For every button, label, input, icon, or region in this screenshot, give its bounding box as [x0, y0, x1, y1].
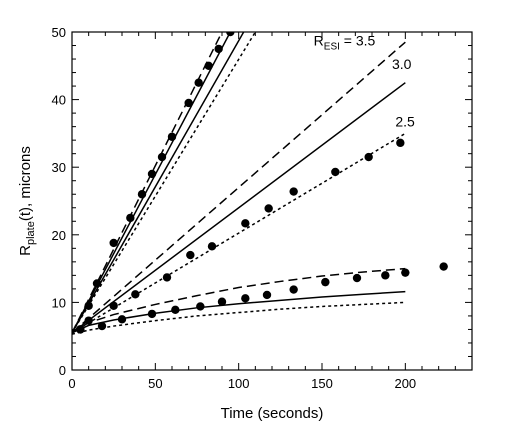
annotation-resi-2-5: 2.5 [395, 114, 415, 130]
data-point-middle-10 [331, 167, 340, 177]
curve-lower-dotted-12 [72, 301, 406, 335]
data-point-lower-13 [401, 268, 410, 277]
x-tick-label: 150 [311, 376, 333, 391]
data-points [76, 32, 448, 334]
x-tick-label: 0 [68, 376, 75, 391]
annotation-resi-main: R [314, 33, 324, 49]
data-point-upper-5 [137, 190, 147, 199]
axis-tick-labels: 0 50 100 150 200 0 10 20 30 40 50 [52, 25, 417, 391]
axis-ticks [71, 31, 473, 371]
annotation-resi-3-0: 3.0 [392, 56, 412, 72]
data-point-middle-8 [264, 204, 273, 213]
data-point-middle-11 [364, 152, 373, 162]
data-point-lower-3 [147, 309, 157, 319]
data-point-lower-4 [171, 305, 180, 315]
annotation-resi-tail: = 3.5 [340, 33, 376, 49]
data-point-upper-3 [109, 238, 118, 248]
data-point-middle-2 [109, 301, 118, 310]
y-axis-label-main: R [17, 245, 34, 256]
curve-upper-solid-4 [72, 32, 231, 334]
data-point-upper-9 [184, 98, 193, 108]
data-point-upper-8 [167, 132, 177, 141]
data-point-lower-11 [352, 273, 362, 283]
curve-upper-dashed-3 [72, 32, 223, 334]
x-tick-label: 50 [148, 376, 162, 391]
data-point-lower-1 [97, 321, 107, 331]
curve-middle-solid-8 [72, 82, 406, 334]
data-point-middle-7 [241, 219, 250, 228]
data-point-middle-5 [186, 250, 195, 260]
data-point-lower-10 [321, 277, 330, 287]
curve-middle-dashed-7 [72, 41, 406, 334]
annotation-resi-3-5: RESI = 3.5 [314, 33, 376, 53]
data-point-upper-13 [226, 32, 235, 37]
data-point-lower-9 [289, 285, 298, 294]
data-point-lower-7 [241, 294, 250, 303]
data-point-upper-1 [84, 301, 93, 310]
data-point-upper-2 [92, 279, 102, 288]
x-axis-label: Time (seconds) [221, 405, 324, 422]
data-point-middle-12 [396, 138, 405, 148]
y-tick-label: 30 [52, 160, 66, 175]
data-point-middle-9 [289, 187, 298, 196]
data-point-middle-4 [162, 273, 172, 282]
data-point-lower-5 [196, 302, 205, 311]
data-point-upper-6 [147, 169, 157, 179]
data-point-upper-7 [157, 152, 167, 162]
curve-upper-dotted-6 [72, 32, 256, 334]
y-axis-label-sub: plate [25, 221, 37, 245]
x-tick-label: 100 [228, 376, 250, 391]
y-axis-label-tail: (t), microns [17, 146, 34, 221]
data-point-lower-6 [217, 297, 227, 306]
data-point-upper-12 [214, 44, 223, 54]
plot-frame [71, 31, 473, 371]
data-point-lower-8 [262, 290, 272, 300]
x-tick-label: 200 [394, 376, 416, 391]
data-point-upper-4 [126, 213, 135, 223]
curve-upper-solid-5 [72, 32, 245, 334]
data-point-middle-1 [84, 316, 93, 325]
data-point-lower-12 [381, 271, 390, 280]
data-point-middle-3 [131, 290, 140, 299]
y-tick-label: 40 [52, 93, 66, 108]
model-curves [72, 32, 406, 335]
data-point-lower-0 [76, 325, 85, 334]
data-point-middle-6 [207, 242, 217, 251]
annotation-resi-sub: ESI [324, 42, 340, 53]
data-point-lower-14 [439, 262, 448, 271]
y-tick-label: 0 [59, 363, 66, 378]
y-tick-label: 50 [52, 25, 66, 40]
curve-middle-dotted-9 [72, 132, 406, 334]
y-tick-label: 20 [52, 228, 66, 243]
y-axis-label: Rplate(t), microns [17, 146, 37, 256]
data-point-lower-2 [117, 315, 127, 324]
data-point-upper-10 [194, 78, 203, 87]
data-point-upper-11 [204, 61, 213, 70]
curve-lower-dashed-10 [72, 267, 406, 334]
y-tick-label: 10 [52, 295, 66, 310]
